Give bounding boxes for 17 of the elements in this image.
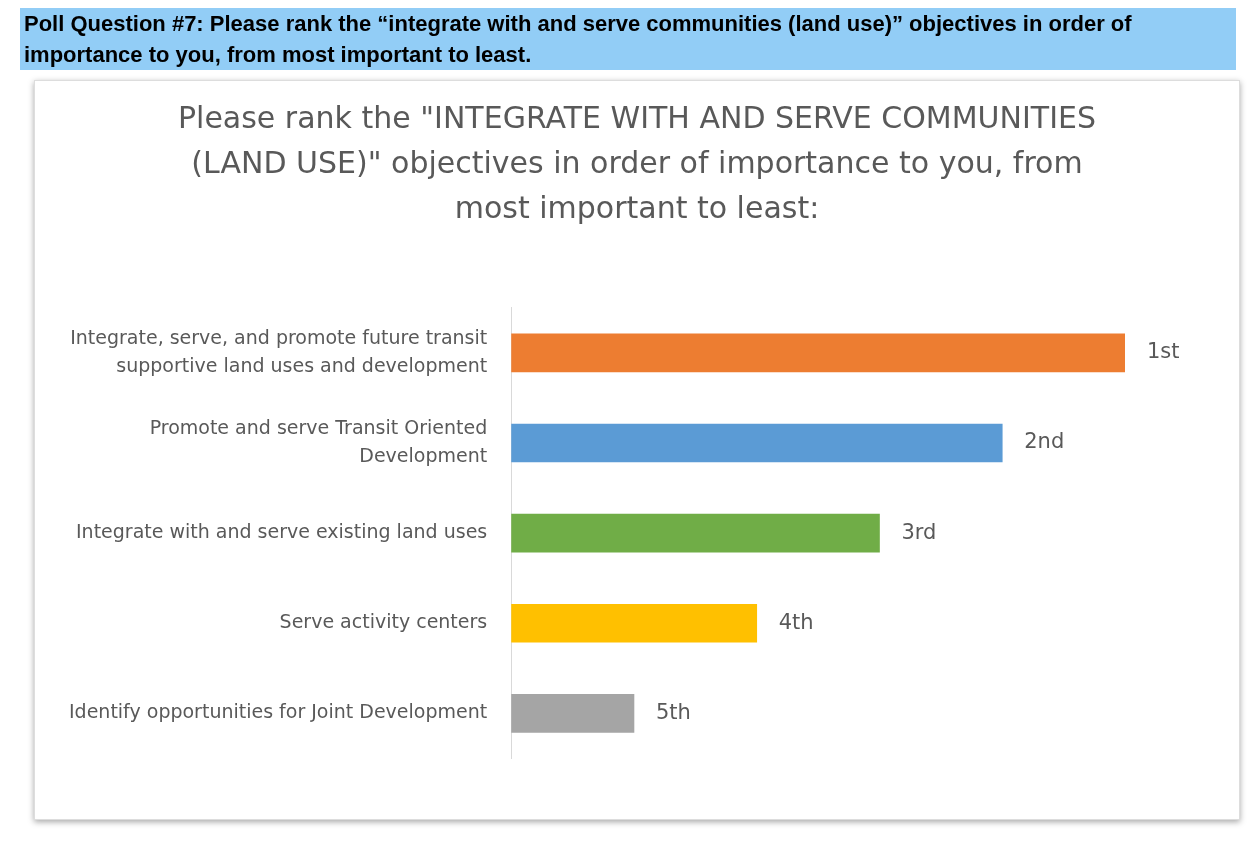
- annotation: 2nd: [1024, 429, 1065, 454]
- y-tick-label: Identify opportunities for Joint Development: [68, 700, 488, 723]
- y-tick-label: Serve activity centers: [279, 610, 488, 633]
- bar: [511, 513, 880, 553]
- annotation: 5th: [655, 699, 691, 724]
- y-tick-label: Integrate, serve, and promote future transit supportive land uses and development: [70, 326, 488, 376]
- chart-title: Poll Question #7: Please rank the “integrate with and serve communities (land use)” objectives in order of importance to you, from most important to least.: [20, 8, 1236, 70]
- bar: [511, 333, 1125, 373]
- annotation: 1st: [1147, 339, 1180, 364]
- y-tick-label: Integrate with and serve existing land uses: [75, 520, 488, 543]
- chart-subtitle: Please rank the "INTEGRATE WITH AND SERVE COMMUNITIES (LAND USE)" objectives in order of importance to you, from most important to least:: [176, 99, 1097, 227]
- annotation: 3rd: [901, 519, 937, 544]
- bar: [511, 423, 1003, 463]
- bar: [511, 694, 635, 733]
- bar: [511, 603, 758, 643]
- y-tick-label: Promote and serve Transit Oriented Development: [149, 416, 488, 466]
- annotation: 4th: [778, 609, 814, 634]
